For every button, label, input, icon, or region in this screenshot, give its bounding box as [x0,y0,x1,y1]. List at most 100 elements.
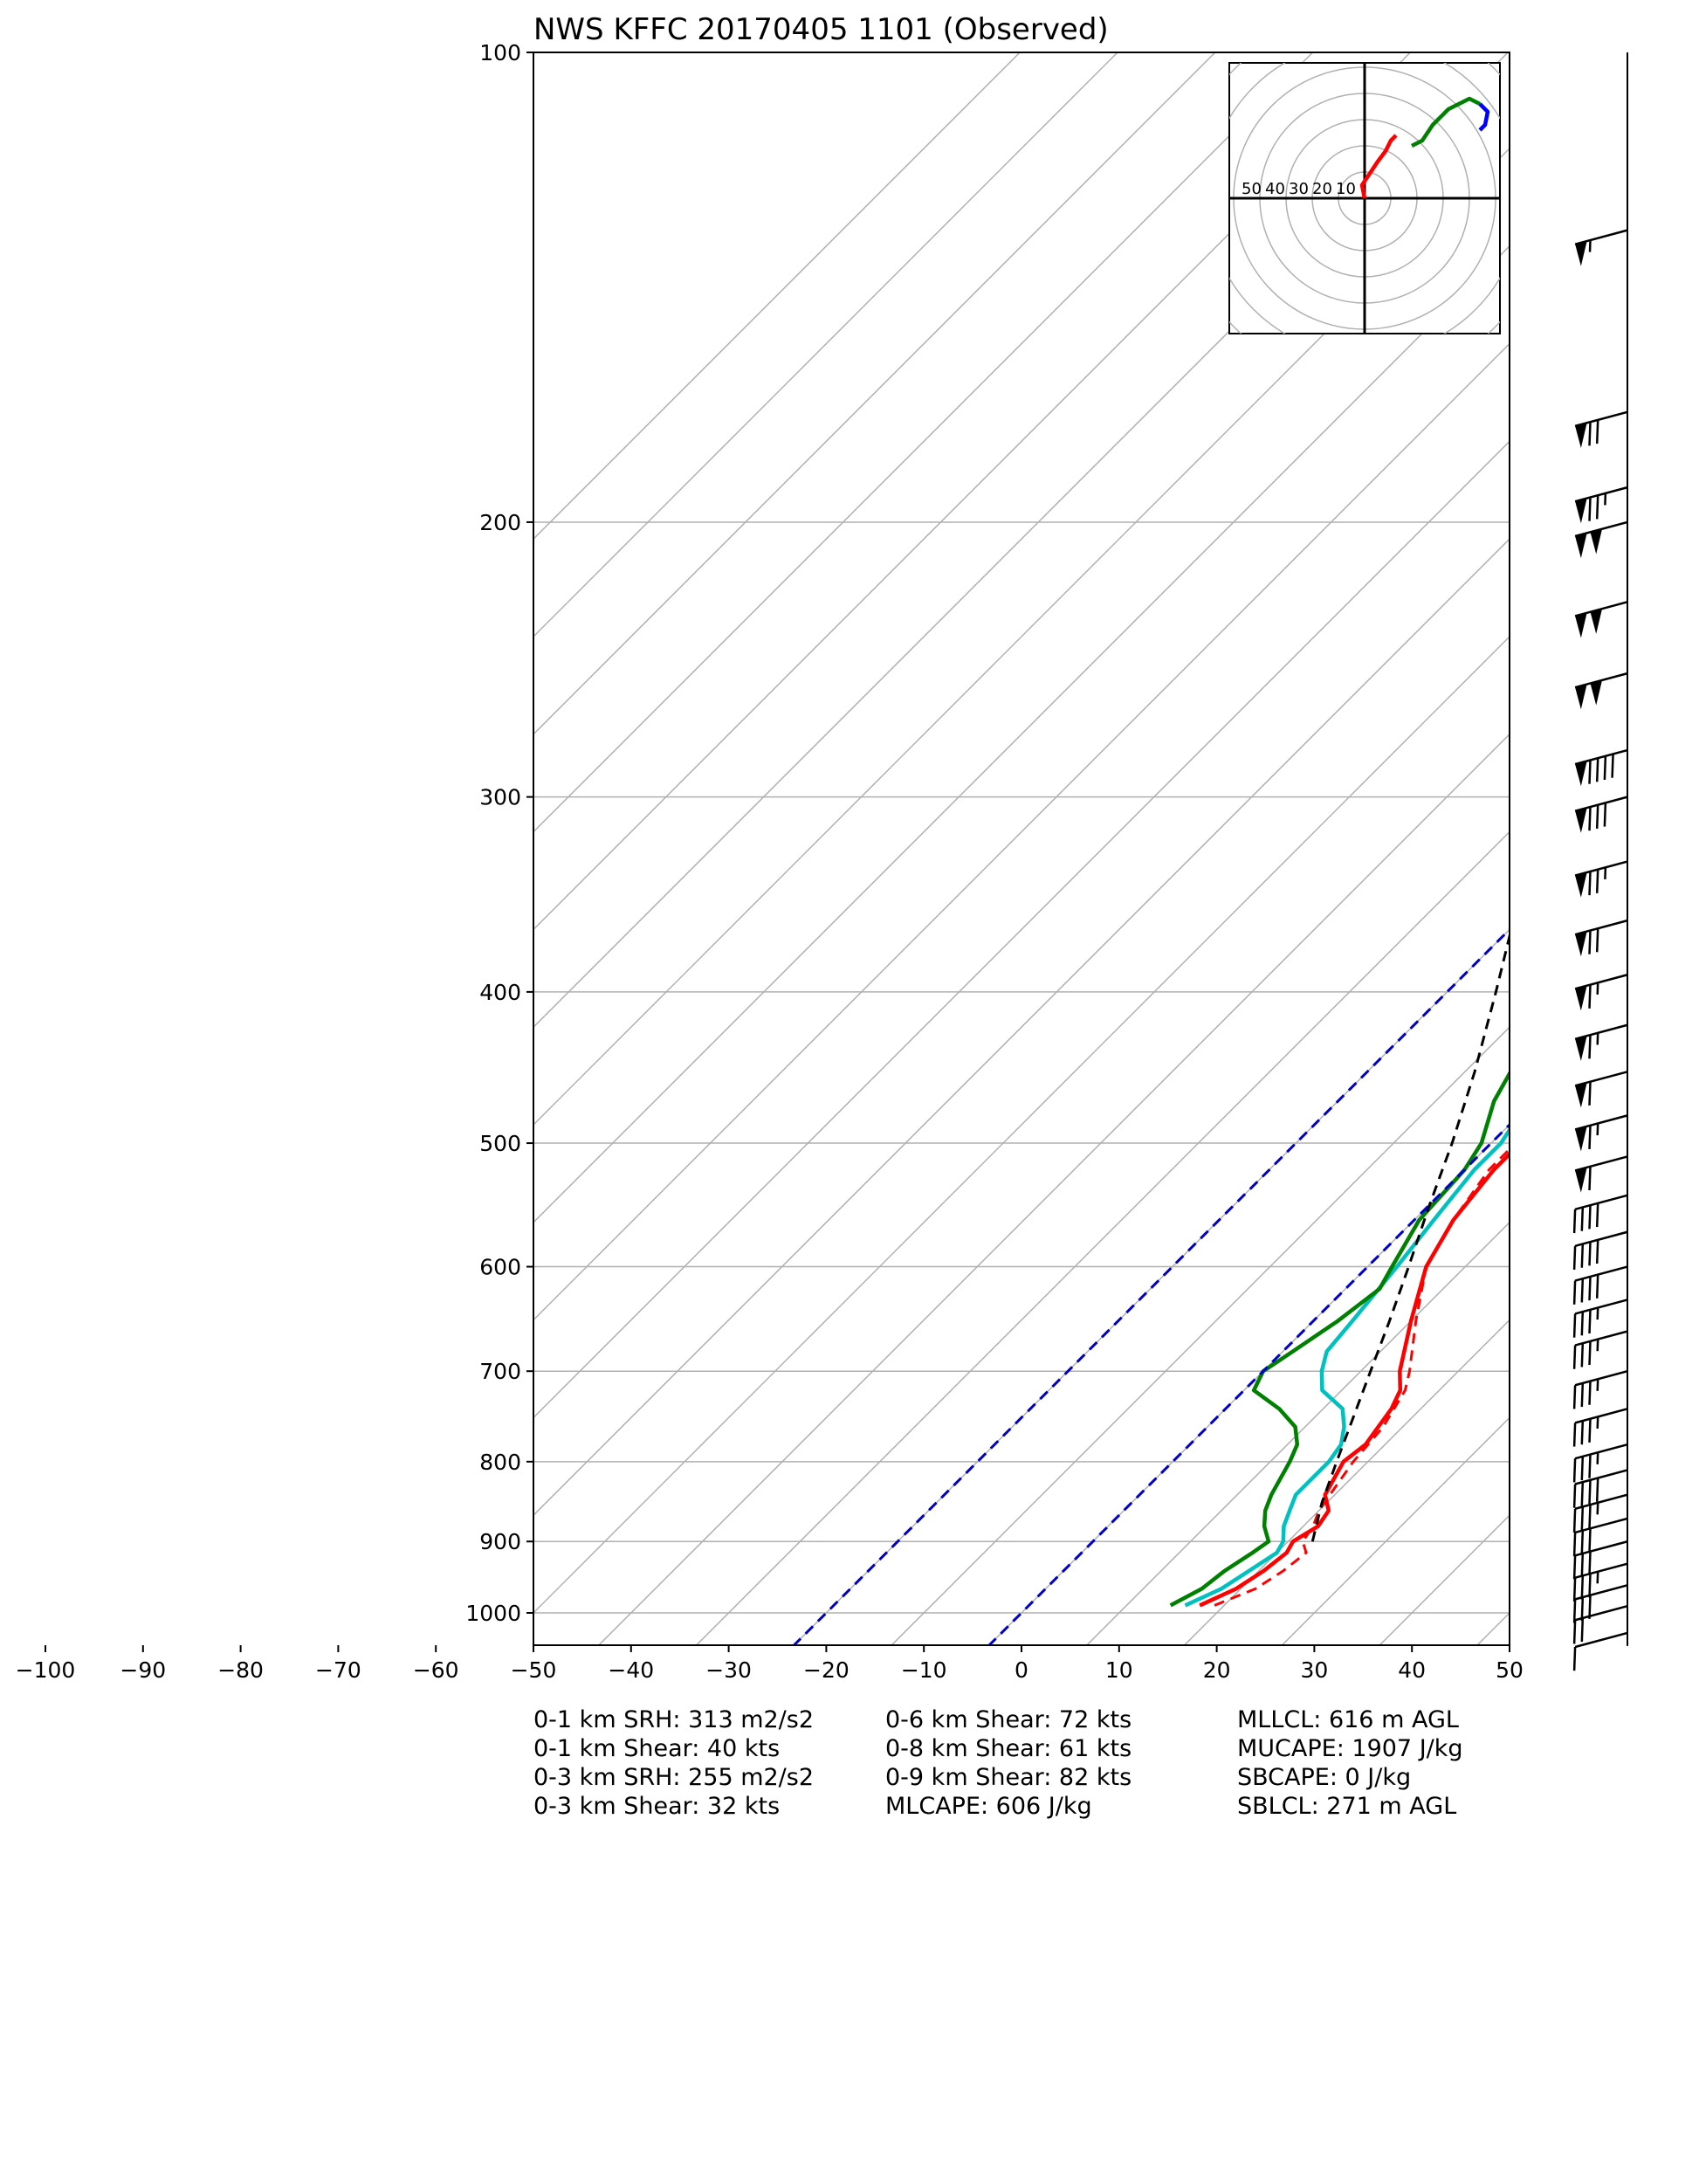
wind-barb-full [1572,1458,1577,1483]
wind-barb-full [1588,497,1592,521]
x-tick-label: −60 [413,1657,459,1683]
wind-barb-staff [1574,1023,1628,1041]
wind-barb-full [1572,1423,1577,1447]
wind-barb-flag [1575,498,1587,524]
x-tick-label: −50 [511,1657,557,1683]
x-tick-label: 50 [1496,1657,1524,1683]
y-tick-label: 800 [479,1450,521,1475]
y-tick-label: 100 [479,40,521,65]
wind-barb-full [1588,1081,1592,1106]
wind-barb-full [1595,869,1599,893]
stat-line: SBLCL: 271 m AGL [1237,1793,1456,1820]
wind-barb [1574,601,1628,638]
wind-barb-flag [1575,423,1587,448]
series-line [1184,1126,1510,1608]
isotherm-gridline [533,635,1510,1615]
wind-barb-full [1588,1205,1592,1230]
stat-line: 0-9 km Shear: 82 kts [885,1764,1132,1791]
isotherm-gridline [597,733,1510,1645]
wind-barb-full [1588,760,1592,784]
wind-barb-full [1588,1309,1592,1334]
wind-barb [1574,919,1628,957]
wind-barb-full [1595,419,1599,444]
y-tick-label: 400 [479,980,521,1005]
wind-barb-flag [1575,872,1587,898]
series-line [1310,930,1510,1542]
hodograph-plot [1229,63,1500,334]
wind-barb [1572,1604,1628,1644]
wind-barb-full [1588,1242,1592,1266]
wind-barb-full [1572,1313,1577,1338]
hodograph-ring-label: 40 [1265,180,1285,198]
hodograph-ring-label: 20 [1312,180,1332,198]
wind-barb-full [1588,1551,1592,1575]
stat-line: 0-3 km SRH: 255 m2/s2 [533,1764,814,1791]
isotherm-gridline [533,538,1510,1517]
wind-barb-staff [1574,1408,1628,1424]
wind-barb-full [1572,1646,1577,1671]
wind-barb [1572,1330,1628,1369]
wind-barb [1574,1023,1628,1061]
wind-barb-flag [1575,931,1587,957]
wind-barb-staff [1574,1469,1628,1485]
wind-barb-staff [1574,1330,1628,1347]
wind-barb-flag [1590,528,1603,555]
wind-barb-flag [1575,1036,1587,1061]
wind-barb-full [1572,1620,1577,1644]
wind-barb-full [1572,1577,1577,1602]
wind-barb-full [1588,1381,1592,1405]
isotherm-gridline [533,52,1216,735]
wind-barb [1574,860,1628,898]
wind-barb-full [1572,1280,1577,1305]
wind-barb-staff [1574,410,1628,428]
wind-barb-full [1588,422,1592,446]
wind-barb-flag [1575,1126,1587,1152]
wind-barb-flag [1575,1082,1587,1108]
wind-barb-staff [1574,1443,1628,1460]
wind-barb-full [1580,1575,1585,1600]
hodograph: 50 40 30 20 10 [1228,62,1501,334]
wind-barb-full [1580,1506,1585,1531]
wind-barb-full [1572,1209,1577,1234]
wind-barb [1574,1114,1628,1152]
x-tick-label: 30 [1300,1657,1328,1683]
y-tick-label: 300 [479,785,521,810]
wind-barb [1572,1631,1628,1671]
x-tick-label: −90 [120,1657,166,1683]
stat-line: MLLCL: 616 m AGL [1237,1706,1459,1733]
wind-barb-full [1588,1505,1592,1529]
wind-barb-flag [1575,1167,1587,1193]
wind-barb-full [1588,1454,1592,1478]
wind-barb-full [1588,1595,1592,1619]
wind-barb-full [1595,1202,1599,1228]
isotherm-gridline [1183,1319,1510,1645]
wind-barb-full [1588,1479,1592,1505]
wind-barb-full [1580,1343,1585,1368]
isotherm-gridline [891,1026,1510,1645]
y-tick-label: 700 [479,1359,521,1384]
wind-barb-staff [1574,974,1628,990]
wind-barb [1574,229,1628,266]
wind-barb-full [1572,1555,1577,1580]
wind-barb-flag [1575,241,1587,266]
isotherm-gridline [533,52,1314,833]
wind-barb [1572,1443,1628,1483]
wind-barb-staff [1574,1562,1628,1579]
wind-barb-full [1595,1274,1599,1299]
hodograph-trace [1359,134,1398,199]
series-line [1169,1069,1510,1608]
x-tick-label: 10 [1105,1657,1133,1683]
wind-barbs [1572,52,1628,1671]
wind-barb-full [1595,1478,1599,1502]
wind-barb [1572,1562,1628,1602]
wind-barb-full [1572,1599,1577,1623]
stat-line: 0-8 km Shear: 61 kts [885,1735,1132,1762]
x-tick-label: 20 [1203,1657,1231,1683]
wind-barb-full [1588,1574,1592,1598]
y-tick-label: 1000 [465,1601,521,1626]
isotherm-gridline [533,52,1021,541]
wind-barb [1572,1584,1628,1623]
wind-barb-staff [1574,1194,1628,1211]
wind-barb-full [1580,1244,1585,1268]
